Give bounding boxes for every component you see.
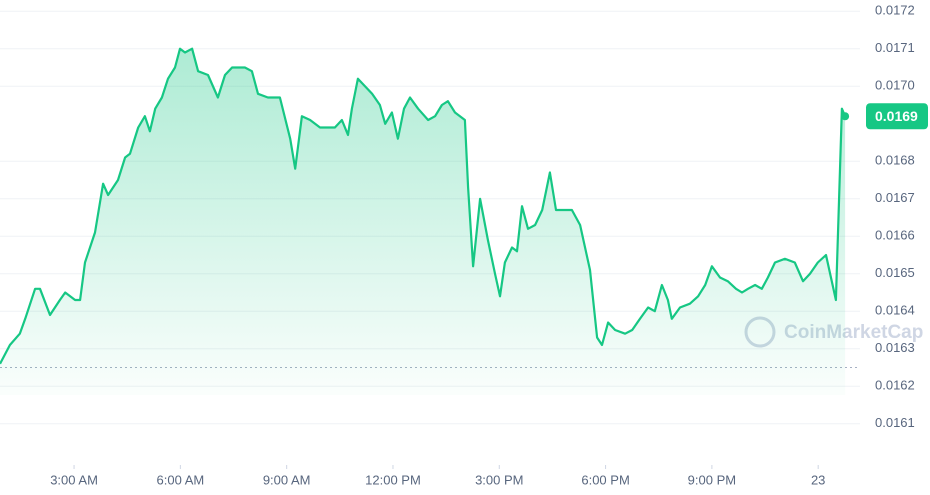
x-tick-label: 3:00 PM: [475, 472, 523, 487]
y-tick-label: 0.0171: [875, 40, 915, 55]
y-tick-label: 0.0165: [875, 265, 915, 280]
price-badge: [866, 103, 928, 130]
y-tick-label: 0.0162: [875, 378, 915, 393]
y-tick-label: 0.0168: [875, 153, 915, 168]
area: [0, 48, 846, 395]
x-tick-label: 9:00 PM: [688, 472, 736, 487]
x-tick-label: 9:00 AM: [263, 472, 311, 487]
y-tick-label: 0.0166: [875, 228, 915, 243]
y-tick-label: 0.0163: [875, 340, 915, 355]
last-point: [841, 112, 850, 121]
x-tick-label: 3:00 AM: [50, 472, 98, 487]
y-tick-label: 0.0170: [875, 78, 915, 93]
price-badge-label: 0.0169: [875, 108, 918, 124]
x-tick-label: 12:00 PM: [365, 472, 421, 487]
x-tick-label: 6:00 PM: [581, 472, 629, 487]
y-tick-label: 0.0167: [875, 190, 915, 205]
y-tick-label: 0.0161: [875, 415, 915, 430]
x-tick-label: 23: [811, 472, 825, 487]
y-tick-label: 0.0164: [875, 303, 915, 318]
x-tick-label: 6:00 AM: [157, 472, 205, 487]
price-line: [0, 47, 847, 365]
y-tick-label: 0.0172: [875, 3, 915, 18]
